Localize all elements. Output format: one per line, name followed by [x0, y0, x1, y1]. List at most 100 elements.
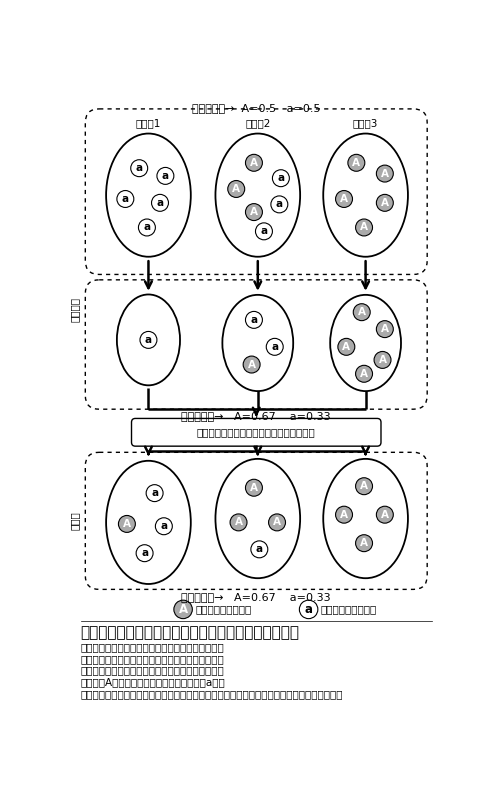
- Text: a: a: [160, 521, 168, 531]
- Text: a: a: [250, 315, 258, 325]
- Circle shape: [376, 321, 394, 337]
- Circle shape: [356, 535, 372, 552]
- Text: 相互作用: 相互作用: [70, 296, 80, 322]
- Circle shape: [300, 600, 318, 619]
- Ellipse shape: [106, 134, 191, 257]
- Text: a: a: [122, 194, 129, 204]
- Circle shape: [140, 331, 157, 348]
- Text: アレル頻度→   A=0.67    a=0.33: アレル頻度→ A=0.67 a=0.33: [182, 592, 331, 602]
- Text: a: a: [304, 603, 312, 616]
- Text: A: A: [250, 483, 258, 493]
- Text: a: a: [271, 342, 278, 352]
- Circle shape: [356, 365, 372, 383]
- Circle shape: [374, 352, 391, 368]
- Text: A: A: [381, 510, 389, 520]
- Text: 小集団1: 小集団1: [136, 118, 161, 128]
- Circle shape: [268, 514, 285, 531]
- Text: A: A: [340, 194, 348, 204]
- Circle shape: [156, 518, 172, 535]
- Text: A: A: [352, 158, 360, 168]
- Ellipse shape: [323, 134, 408, 257]
- Circle shape: [146, 485, 163, 501]
- Circle shape: [271, 196, 288, 213]
- Ellipse shape: [216, 134, 300, 257]
- Text: A: A: [360, 482, 368, 491]
- Ellipse shape: [106, 461, 191, 584]
- Circle shape: [243, 356, 260, 373]
- Text: ている。個体は小集団に分かれて相互作用し、交配はデーム（交配可能な集団）内で起こる。: ている。個体は小集団に分かれて相互作用し、交配はデーム（交配可能な集団）内で起こ…: [80, 689, 343, 699]
- Text: a: a: [151, 488, 158, 498]
- Text: A: A: [248, 360, 256, 370]
- Circle shape: [256, 223, 272, 240]
- Text: A: A: [340, 510, 348, 520]
- Text: 次世代: 次世代: [70, 512, 80, 530]
- Text: アレルをA、利己的行動を発現するアレルをaとし: アレルをA、利己的行動を発現するアレルをaとし: [80, 677, 226, 687]
- Circle shape: [246, 479, 262, 497]
- Text: 利他的行動をする個体を灰色、利己的行動をする個: 利他的行動をする個体を灰色、利己的行動をする個: [80, 642, 225, 653]
- Text: a: a: [145, 335, 152, 345]
- Text: A: A: [381, 198, 389, 208]
- Text: つのアレルをもつと仮定し、利他的行動を発現する: つのアレルをもつと仮定し、利他的行動を発現する: [80, 665, 225, 676]
- Circle shape: [266, 338, 283, 356]
- Circle shape: [251, 541, 268, 558]
- Ellipse shape: [323, 459, 408, 578]
- Text: ：利他的行動アレル: ：利他的行動アレル: [196, 604, 252, 615]
- Circle shape: [336, 191, 352, 208]
- Text: A: A: [232, 184, 240, 194]
- Text: A: A: [378, 355, 386, 365]
- Circle shape: [138, 219, 156, 236]
- Text: A: A: [358, 307, 366, 317]
- Text: A: A: [250, 207, 258, 217]
- Circle shape: [376, 506, 394, 524]
- Circle shape: [130, 160, 148, 177]
- Circle shape: [354, 303, 370, 321]
- Circle shape: [136, 545, 153, 562]
- Text: 図表３－６　デーム内集団選択による利他行動の進化: 図表３－６ デーム内集団選択による利他行動の進化: [80, 626, 300, 641]
- Text: A: A: [381, 169, 389, 178]
- Circle shape: [356, 219, 372, 236]
- Circle shape: [272, 169, 289, 187]
- Text: a: a: [276, 200, 283, 209]
- Circle shape: [348, 154, 365, 171]
- Circle shape: [152, 194, 168, 211]
- Text: A: A: [360, 539, 368, 548]
- Text: a: a: [162, 171, 169, 181]
- Text: A: A: [360, 369, 368, 379]
- Text: A: A: [360, 223, 368, 233]
- Circle shape: [376, 165, 394, 182]
- Text: A: A: [123, 519, 131, 529]
- Ellipse shape: [117, 295, 180, 386]
- Circle shape: [230, 514, 247, 531]
- FancyBboxPatch shape: [132, 418, 381, 446]
- Text: A: A: [234, 517, 242, 527]
- Text: 小集団2: 小集団2: [245, 118, 270, 128]
- Circle shape: [246, 154, 262, 171]
- Text: アレル頻度→   A=0.67    a=0.33: アレル頻度→ A=0.67 a=0.33: [182, 411, 331, 421]
- Circle shape: [356, 478, 372, 495]
- Text: デーム内（繁殖集団）でのランダムな交配: デーム内（繁殖集団）でのランダムな交配: [197, 428, 316, 437]
- Circle shape: [174, 600, 193, 619]
- Circle shape: [117, 191, 134, 208]
- Text: A: A: [381, 324, 389, 334]
- Ellipse shape: [330, 295, 401, 391]
- Text: 小集団3: 小集団3: [353, 118, 378, 128]
- Text: a: a: [278, 173, 284, 183]
- Text: a: a: [144, 223, 150, 233]
- Circle shape: [118, 516, 136, 532]
- Text: a: a: [136, 163, 143, 173]
- Circle shape: [228, 181, 244, 197]
- Circle shape: [246, 311, 262, 329]
- Circle shape: [246, 204, 262, 220]
- Text: a: a: [256, 544, 263, 554]
- Circle shape: [338, 338, 355, 356]
- Text: A: A: [342, 342, 350, 352]
- Circle shape: [336, 506, 352, 524]
- Text: ：利己的行動アレル: ：利己的行動アレル: [321, 604, 377, 615]
- Text: a: a: [260, 227, 268, 236]
- Text: A: A: [273, 517, 281, 527]
- Text: 体を白としている。説明の簡略化のために個体は１: 体を白としている。説明の簡略化のために個体は１: [80, 654, 225, 664]
- Circle shape: [376, 194, 394, 211]
- Text: A: A: [250, 158, 258, 168]
- Text: アレル頻度→  A=0.5   a=0.5: アレル頻度→ A=0.5 a=0.5: [192, 103, 320, 112]
- Ellipse shape: [222, 295, 293, 391]
